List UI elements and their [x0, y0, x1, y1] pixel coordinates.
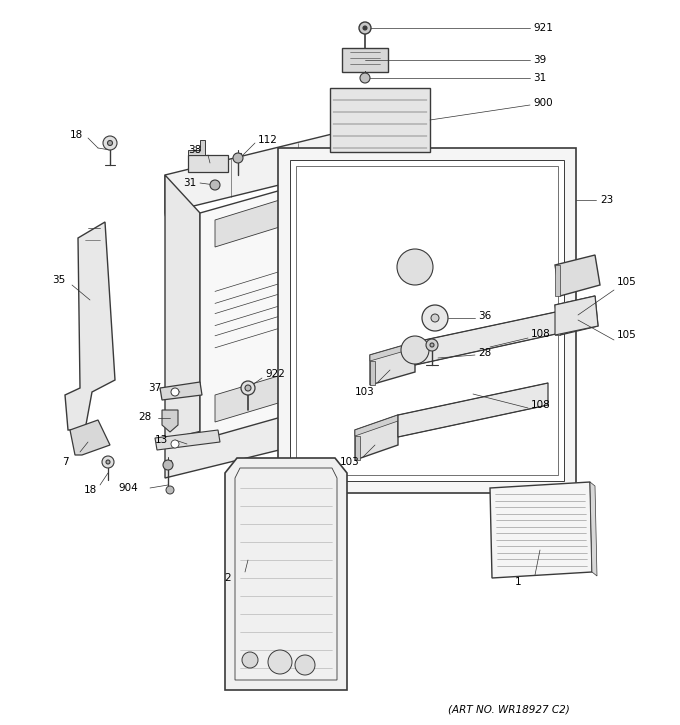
- Text: 105: 105: [617, 277, 636, 287]
- Polygon shape: [555, 296, 598, 335]
- Text: 28: 28: [478, 348, 491, 358]
- Circle shape: [359, 22, 371, 34]
- Text: 112: 112: [258, 135, 278, 145]
- Circle shape: [430, 343, 434, 347]
- Polygon shape: [370, 361, 375, 385]
- Polygon shape: [370, 342, 415, 385]
- Circle shape: [268, 650, 292, 674]
- Polygon shape: [355, 415, 398, 460]
- Polygon shape: [290, 160, 564, 481]
- Polygon shape: [278, 148, 576, 493]
- Text: 18: 18: [70, 130, 83, 140]
- Circle shape: [363, 26, 367, 30]
- Polygon shape: [355, 415, 398, 436]
- Polygon shape: [555, 296, 598, 335]
- Text: 904: 904: [118, 483, 138, 493]
- Polygon shape: [555, 265, 560, 296]
- Polygon shape: [155, 430, 220, 450]
- Circle shape: [397, 249, 433, 285]
- Circle shape: [106, 460, 110, 464]
- Text: (ART NO. WR18927 C2): (ART NO. WR18927 C2): [448, 705, 570, 715]
- Polygon shape: [215, 158, 415, 247]
- Polygon shape: [398, 383, 548, 437]
- Polygon shape: [355, 436, 360, 460]
- Text: 35: 35: [52, 275, 65, 285]
- Text: 36: 36: [478, 311, 491, 321]
- Polygon shape: [162, 410, 178, 432]
- Text: 23: 23: [600, 195, 613, 205]
- Circle shape: [295, 655, 315, 675]
- Circle shape: [242, 652, 258, 668]
- Circle shape: [166, 486, 174, 494]
- Text: 31: 31: [533, 73, 546, 83]
- Circle shape: [102, 456, 114, 468]
- Text: 105: 105: [617, 330, 636, 340]
- Text: 39: 39: [533, 55, 546, 65]
- Polygon shape: [590, 482, 597, 576]
- Text: 37: 37: [148, 383, 161, 393]
- Circle shape: [241, 381, 255, 395]
- Text: 103: 103: [355, 387, 375, 397]
- Polygon shape: [342, 48, 388, 72]
- Text: 900: 900: [533, 98, 553, 108]
- Text: 2: 2: [224, 573, 231, 583]
- Text: 28: 28: [138, 412, 151, 422]
- Polygon shape: [490, 482, 592, 578]
- Polygon shape: [225, 458, 347, 690]
- Polygon shape: [65, 222, 115, 430]
- Text: 108: 108: [531, 400, 551, 410]
- Polygon shape: [160, 382, 202, 400]
- Circle shape: [360, 73, 370, 83]
- Circle shape: [431, 314, 439, 322]
- Text: 18: 18: [84, 485, 97, 495]
- Polygon shape: [355, 95, 390, 150]
- Polygon shape: [200, 148, 430, 440]
- Circle shape: [245, 385, 251, 391]
- Circle shape: [401, 336, 429, 364]
- Text: 103: 103: [340, 457, 360, 467]
- Polygon shape: [215, 335, 415, 422]
- Text: 38: 38: [188, 145, 201, 155]
- Polygon shape: [415, 310, 565, 365]
- Text: 7: 7: [62, 457, 69, 467]
- Text: 108: 108: [531, 329, 551, 339]
- Polygon shape: [165, 375, 430, 478]
- Circle shape: [171, 440, 179, 448]
- Polygon shape: [165, 110, 430, 213]
- Circle shape: [233, 153, 243, 163]
- Circle shape: [171, 388, 179, 396]
- Text: 13: 13: [155, 435, 168, 445]
- Circle shape: [103, 136, 117, 150]
- Text: 1: 1: [515, 577, 522, 587]
- Polygon shape: [555, 305, 560, 335]
- Polygon shape: [188, 155, 228, 172]
- Polygon shape: [165, 175, 200, 460]
- Text: 31: 31: [183, 178, 197, 188]
- Polygon shape: [555, 255, 600, 296]
- Circle shape: [426, 339, 438, 351]
- Polygon shape: [330, 88, 430, 152]
- Circle shape: [107, 141, 112, 146]
- Circle shape: [422, 305, 448, 331]
- Polygon shape: [70, 420, 110, 455]
- Circle shape: [163, 460, 173, 470]
- Circle shape: [210, 180, 220, 190]
- Text: 922: 922: [265, 369, 285, 379]
- Polygon shape: [370, 342, 415, 361]
- Text: 921: 921: [533, 23, 553, 33]
- Polygon shape: [188, 140, 205, 155]
